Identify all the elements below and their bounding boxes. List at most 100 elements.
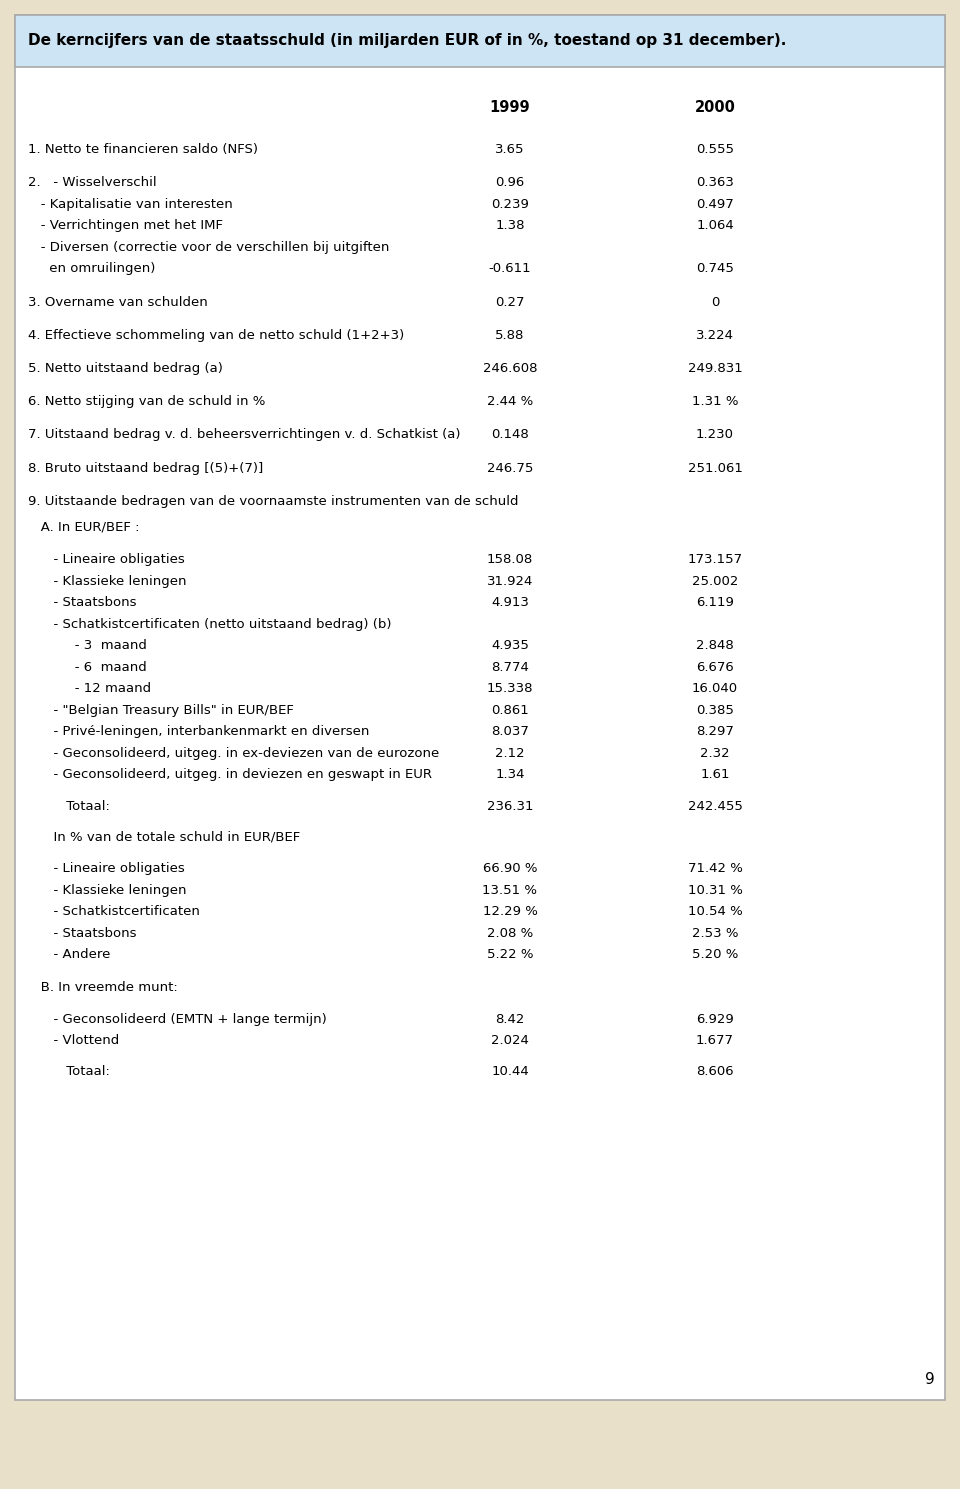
Text: 9: 9 (925, 1373, 935, 1388)
Text: A. In EUR/BEF :: A. In EUR/BEF : (28, 520, 139, 533)
Text: 8.297: 8.297 (696, 725, 734, 739)
Text: 5.22 %: 5.22 % (487, 948, 533, 962)
Text: 2.848: 2.848 (696, 639, 733, 652)
Text: - Privé-leningen, interbankenmarkt en diversen: - Privé-leningen, interbankenmarkt en di… (28, 725, 370, 739)
Text: 0.745: 0.745 (696, 262, 734, 275)
Text: 0.148: 0.148 (492, 429, 529, 441)
Text: - Schatkistcertificaten (netto uitstaand bedrag) (b): - Schatkistcertificaten (netto uitstaand… (28, 618, 392, 631)
Text: 2.024: 2.024 (492, 1033, 529, 1047)
Text: 2.44 %: 2.44 % (487, 395, 533, 408)
Text: 8.037: 8.037 (492, 725, 529, 739)
Text: 2.08 %: 2.08 % (487, 926, 533, 940)
Text: 2000: 2000 (695, 100, 735, 116)
Text: 249.831: 249.831 (687, 362, 742, 375)
Text: - Diversen (correctie voor de verschillen bij uitgiften: - Diversen (correctie voor de verschille… (28, 241, 390, 255)
Text: 4.913: 4.913 (492, 597, 529, 609)
Text: 1.61: 1.61 (700, 768, 730, 782)
Text: 5.20 %: 5.20 % (692, 948, 738, 962)
Text: 31.924: 31.924 (487, 575, 533, 588)
Text: - Geconsolideerd, uitgeg. in ex-deviezen van de eurozone: - Geconsolideerd, uitgeg. in ex-deviezen… (28, 747, 440, 759)
Text: 1999: 1999 (490, 100, 530, 116)
Text: B. In vreemde munt:: B. In vreemde munt: (28, 981, 178, 995)
Text: - Staatsbons: - Staatsbons (28, 597, 136, 609)
Text: 5.88: 5.88 (495, 329, 525, 342)
Text: 1.34: 1.34 (495, 768, 525, 782)
Text: - Kapitalisatie van interesten: - Kapitalisatie van interesten (28, 198, 232, 211)
Text: 236.31: 236.31 (487, 800, 533, 813)
Text: 1.064: 1.064 (696, 219, 733, 232)
Text: 4.935: 4.935 (492, 639, 529, 652)
Text: 3. Overname van schulden: 3. Overname van schulden (28, 296, 207, 308)
Text: 6. Netto stijging van de schuld in %: 6. Netto stijging van de schuld in % (28, 395, 265, 408)
Text: 6.676: 6.676 (696, 661, 733, 675)
Text: 2.53 %: 2.53 % (692, 926, 738, 940)
Text: 10.44: 10.44 (492, 1065, 529, 1078)
Text: 12.29 %: 12.29 % (483, 905, 538, 919)
Text: 158.08: 158.08 (487, 554, 533, 566)
Text: - Klassieke leningen: - Klassieke leningen (28, 883, 186, 896)
Text: 0: 0 (710, 296, 719, 308)
Text: 66.90 %: 66.90 % (483, 862, 538, 876)
Text: 16.040: 16.040 (692, 682, 738, 695)
Text: 0.96: 0.96 (495, 176, 524, 189)
Text: - Schatkistcertificaten: - Schatkistcertificaten (28, 905, 200, 919)
Text: 8.606: 8.606 (696, 1065, 733, 1078)
Text: 15.338: 15.338 (487, 682, 533, 695)
Text: 8. Bruto uitstaand bedrag [(5)+(7)]: 8. Bruto uitstaand bedrag [(5)+(7)] (28, 462, 263, 475)
Text: 246.75: 246.75 (487, 462, 533, 475)
Text: - 6  maand: - 6 maand (28, 661, 147, 675)
Text: 0.239: 0.239 (492, 198, 529, 211)
Text: 246.608: 246.608 (483, 362, 538, 375)
Text: 1. Netto te financieren saldo (NFS): 1. Netto te financieren saldo (NFS) (28, 143, 258, 156)
Text: 0.385: 0.385 (696, 704, 734, 716)
Text: - 12 maand: - 12 maand (28, 682, 151, 695)
Text: 1.38: 1.38 (495, 219, 525, 232)
Text: 13.51 %: 13.51 % (483, 883, 538, 896)
Text: 25.002: 25.002 (692, 575, 738, 588)
Text: - Verrichtingen met het IMF: - Verrichtingen met het IMF (28, 219, 223, 232)
Text: 1.677: 1.677 (696, 1033, 734, 1047)
Text: 2.12: 2.12 (495, 747, 525, 759)
Text: 6.119: 6.119 (696, 597, 734, 609)
Bar (15, 15, 945, 67)
Text: - Lineaire obligaties: - Lineaire obligaties (28, 554, 184, 566)
Text: 71.42 %: 71.42 % (687, 862, 742, 876)
Text: - Klassieke leningen: - Klassieke leningen (28, 575, 186, 588)
Text: - Staatsbons: - Staatsbons (28, 926, 136, 940)
Text: 2.32: 2.32 (700, 747, 730, 759)
Text: - Geconsolideerd, uitgeg. in deviezen en geswapt in EUR: - Geconsolideerd, uitgeg. in deviezen en… (28, 768, 432, 782)
Text: 10.54 %: 10.54 % (687, 905, 742, 919)
Text: 3.65: 3.65 (495, 143, 525, 156)
Text: 0.363: 0.363 (696, 176, 734, 189)
Text: 0.861: 0.861 (492, 704, 529, 716)
Text: - Geconsolideerd (EMTN + lange termijn): - Geconsolideerd (EMTN + lange termijn) (28, 1013, 326, 1026)
Text: 0.497: 0.497 (696, 198, 733, 211)
Text: en omruilingen): en omruilingen) (28, 262, 156, 275)
Text: 0.27: 0.27 (495, 296, 525, 308)
Text: -0.611: -0.611 (489, 262, 531, 275)
Text: 10.31 %: 10.31 % (687, 883, 742, 896)
Text: 8.42: 8.42 (495, 1013, 525, 1026)
Text: De kerncijfers van de staatsschuld (in miljarden EUR of in %, toestand op 31 dec: De kerncijfers van de staatsschuld (in m… (28, 33, 786, 49)
Text: 6.929: 6.929 (696, 1013, 733, 1026)
Text: 0.555: 0.555 (696, 143, 734, 156)
Text: - Lineaire obligaties: - Lineaire obligaties (28, 862, 184, 876)
Text: 173.157: 173.157 (687, 554, 743, 566)
Text: 3.224: 3.224 (696, 329, 734, 342)
Text: 5. Netto uitstaand bedrag (a): 5. Netto uitstaand bedrag (a) (28, 362, 223, 375)
Text: - Andere: - Andere (28, 948, 110, 962)
Text: 242.455: 242.455 (687, 800, 742, 813)
Text: 4. Effectieve schommeling van de netto schuld (1+2+3): 4. Effectieve schommeling van de netto s… (28, 329, 404, 342)
Text: 9. Uitstaande bedragen van de voornaamste instrumenten van de schuld: 9. Uitstaande bedragen van de voornaamst… (28, 494, 518, 508)
Text: 8.774: 8.774 (492, 661, 529, 675)
Text: - "Belgian Treasury Bills" in EUR/BEF: - "Belgian Treasury Bills" in EUR/BEF (28, 704, 294, 716)
Text: In % van de totale schuld in EUR/BEF: In % van de totale schuld in EUR/BEF (28, 831, 300, 844)
Text: 1.230: 1.230 (696, 429, 734, 441)
Text: Totaal:: Totaal: (28, 800, 109, 813)
Text: Totaal:: Totaal: (28, 1065, 109, 1078)
Text: 251.061: 251.061 (687, 462, 742, 475)
Text: 7. Uitstaand bedrag v. d. beheersverrichtingen v. d. Schatkist (a): 7. Uitstaand bedrag v. d. beheersverrich… (28, 429, 461, 441)
Text: 1.31 %: 1.31 % (692, 395, 738, 408)
Text: - 3  maand: - 3 maand (28, 639, 147, 652)
Text: 2.   - Wisselverschil: 2. - Wisselverschil (28, 176, 156, 189)
